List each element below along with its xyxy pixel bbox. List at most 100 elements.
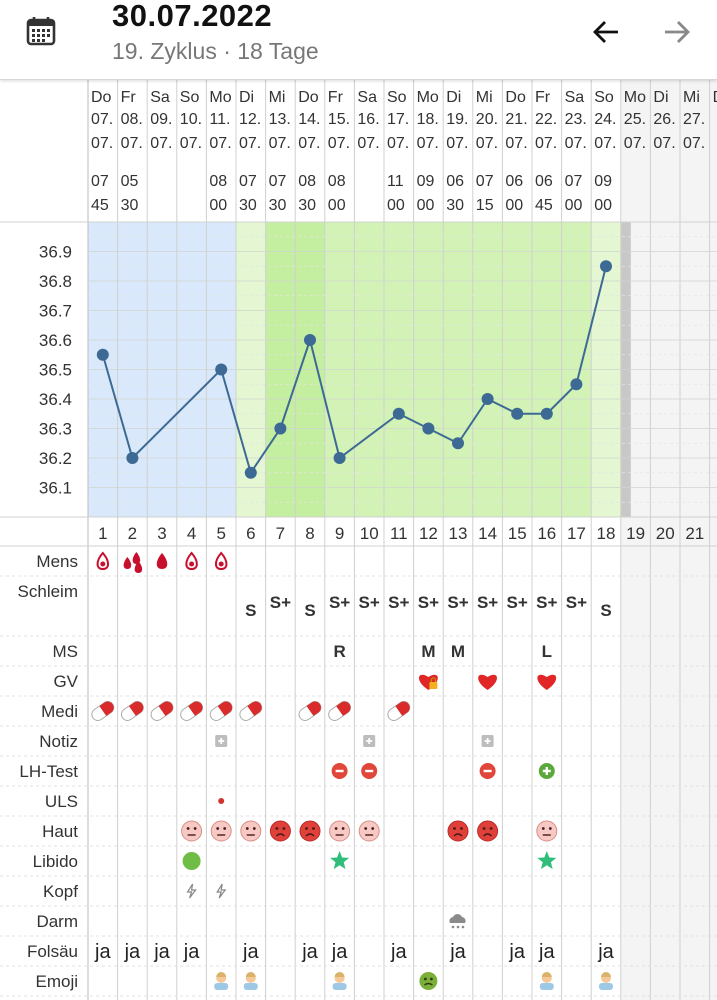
- temperature-point: [452, 437, 464, 450]
- person-emoji-icon: [243, 983, 258, 990]
- person-emoji-icon: [601, 972, 611, 977]
- row-label-emoji: Emoji: [35, 972, 78, 991]
- lock-icon: [430, 677, 436, 682]
- next-button[interactable]: [655, 10, 699, 54]
- star-icon: [537, 851, 557, 870]
- pill-icon: [298, 701, 322, 721]
- row-darm: [449, 914, 466, 929]
- date-day: 24.: [594, 111, 616, 128]
- mucus-value: S: [304, 601, 315, 620]
- cycle-chart-grid[interactable]: Do 07. 07. 07 45 Fr 08. 07. 05 30 Sa 09. 07. So 10. 07.…: [0, 80, 717, 1000]
- day-column-header: Do 07. 07. 07 45: [91, 89, 113, 214]
- temperature-point: [304, 334, 316, 346]
- date-day: 08.: [121, 111, 143, 128]
- sick-face-icon: [430, 977, 433, 981]
- cycle-day-number: 12: [419, 524, 438, 543]
- future-days-area: [620, 80, 717, 1000]
- date-month: 07.: [387, 135, 409, 152]
- temperature-point: [126, 452, 139, 464]
- calendar-button[interactable]: [20, 10, 62, 52]
- row-labels: Mens Schleim MS GV Medi Notiz LH-Test ULS Haut Li…: [18, 552, 79, 991]
- previous-button[interactable]: [584, 10, 628, 54]
- date-day: 11.: [209, 111, 230, 128]
- day-column-header: Di 12. 07. 07 30: [239, 89, 261, 214]
- weekday-label: Do: [91, 89, 112, 106]
- pill-icon: [180, 701, 204, 721]
- weekday-label: Mo: [209, 89, 231, 106]
- face-eye-icon: [460, 827, 463, 830]
- face-eye-icon: [216, 827, 220, 830]
- pill-icon: [188, 701, 203, 716]
- date-day: 25.: [624, 111, 646, 128]
- cervix-value: M: [451, 642, 465, 661]
- face-bad-icon: [477, 820, 499, 842]
- mucus-value: S+: [359, 593, 380, 612]
- mucus-value: S+: [566, 593, 587, 612]
- pill-icon: [128, 701, 144, 716]
- date-day: 22.: [535, 111, 557, 128]
- date-month: 07.: [505, 135, 527, 152]
- cervix-value: M: [421, 642, 435, 661]
- cycle-day-number: 11: [390, 524, 408, 543]
- date-day: 13.: [269, 111, 291, 128]
- date-month: 07.: [446, 135, 468, 152]
- folic-acid-value: ja: [508, 941, 525, 963]
- pill-icon: [395, 701, 410, 716]
- face-eye-icon: [548, 827, 552, 830]
- cycle-day-numbers: 1234567891011121314151617181920212: [98, 524, 704, 543]
- person-emoji-icon: [332, 983, 347, 990]
- row-emoji: [214, 972, 613, 990]
- arrow-right-icon: [665, 21, 690, 43]
- y-tick-label: 36.6: [39, 331, 72, 350]
- pill-icon: [150, 701, 174, 721]
- cycle-day-number: 2: [128, 524, 137, 543]
- face-eye-icon: [282, 827, 286, 830]
- date-day: 07.: [91, 111, 113, 128]
- person-emoji-icon: [216, 972, 227, 977]
- date-month: 07.: [180, 135, 202, 152]
- blood-drop-icon: [189, 561, 195, 567]
- day-column-header: D: [713, 89, 717, 106]
- temperature-point: [570, 378, 583, 391]
- page-title: 30.07.2022: [112, 0, 273, 33]
- person-emoji-icon: [541, 972, 552, 977]
- cloud-icon: [449, 914, 466, 923]
- time-minute: 45: [535, 197, 553, 214]
- weekday-label: So: [387, 89, 407, 106]
- day-column-header: So 17. 07. 11 00: [387, 89, 409, 214]
- blood-drops-icon: [132, 552, 141, 564]
- person-emoji-icon: [539, 983, 554, 990]
- row-label-libido: Libido: [33, 852, 78, 871]
- mucus-value: S: [245, 601, 256, 620]
- blood-drop-icon: [100, 561, 106, 567]
- weekday-label: Mo: [417, 89, 439, 106]
- cycle-day-number: 9: [335, 524, 344, 543]
- blood-drop-icon: [214, 551, 228, 571]
- weekday-label: Fr: [535, 89, 551, 106]
- lightning-icon: [216, 883, 227, 899]
- time-hour: 09: [594, 173, 612, 190]
- date-day: 27.: [683, 111, 705, 128]
- face-eye-icon: [193, 827, 197, 830]
- gridlines: [0, 80, 717, 1000]
- heart-icon: [478, 674, 498, 690]
- folic-acid-value: ja: [301, 941, 318, 963]
- date-day: 21.: [505, 111, 527, 128]
- face-mouth-icon: [275, 833, 285, 837]
- date-day: 14.: [298, 111, 320, 128]
- y-axis-ticks: 36.9 36.8 36.7 36.6 36.5 36.4 36.3 36.2 36.1: [39, 243, 72, 498]
- blood-drop-icon: [218, 561, 224, 567]
- time-minute: 00: [387, 197, 405, 214]
- row-label-notiz: Notiz: [39, 732, 78, 751]
- blood-drop-icon: [156, 553, 168, 569]
- cycle-day-number: 13: [449, 524, 468, 543]
- row-label-medi: Medi: [41, 702, 78, 721]
- sick-face-icon: [423, 982, 433, 986]
- weekday-label: So: [594, 89, 614, 106]
- row-schleim: S S+ S S+ S+ S+ S+ S+ S+ S+ S+ S+ S: [245, 593, 612, 620]
- face-eye-icon: [334, 827, 338, 830]
- temperature-point: [215, 363, 228, 376]
- cloud-icon: [461, 925, 465, 929]
- person-emoji-icon: [245, 972, 256, 977]
- row-label-schleim: Schleim: [18, 582, 78, 601]
